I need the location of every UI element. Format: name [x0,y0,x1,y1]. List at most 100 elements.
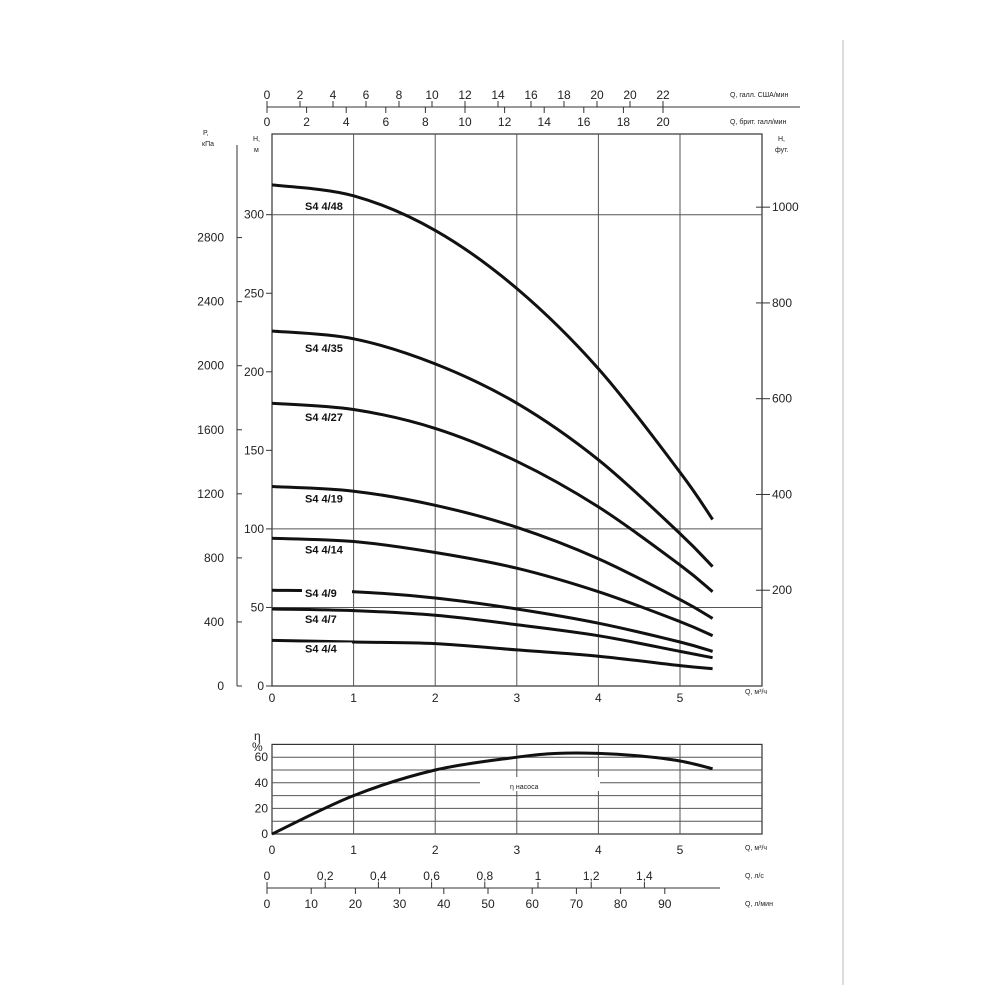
x-tick-label: 4 [595,691,602,705]
ls-tick-label: 0,2 [317,869,334,883]
us-gpm-tick-label: 22 [656,88,670,102]
ls-tick-label: 0,6 [423,869,440,883]
lmin-tick-label: 80 [614,897,628,911]
pressure-axis-label: P, [203,130,209,137]
uk-gpm-tick-label: 12 [498,115,512,129]
pressure-tick-label: 800 [204,551,224,565]
ls-tick-label: 1,2 [583,869,600,883]
x-tick-label: 0 [269,691,276,705]
efficiency-curve [271,751,713,836]
us-gpm-tick-label: 16 [524,88,538,102]
ls-tick-label: 1,4 [636,869,653,883]
pressure-tick-label: 2800 [197,231,224,245]
efficiency-axis-unit: % [252,740,263,754]
y-tick-label: 300 [244,208,264,222]
curve-label-bg [302,587,352,601]
efficiency-tick-label: 40 [255,776,269,790]
efficiency-tick-label: 60 [255,750,269,764]
lmin-tick-label: 70 [570,897,584,911]
lmin-tick-label: 20 [349,897,363,911]
uk-gpm-tick-label: 0 [264,115,271,129]
lmin-tick-label: 10 [305,897,319,911]
us-gpm-tick-label: 10 [425,88,439,102]
x-tick-label: 1 [350,691,357,705]
head-curve [271,183,714,521]
uk-gpm-tick-label: 2 [303,115,310,129]
curve-label: S4 4/4 [305,643,338,655]
curve-label: S4 4/14 [305,544,344,556]
feet-axis-label: H, [778,136,785,143]
head-curve [271,588,714,653]
uk-gpm-tick-label: 18 [617,115,631,129]
feet-axis-unit: фут. [775,147,789,154]
y-tick-label: 0 [257,679,264,693]
curve-label: S4 4/19 [305,493,343,505]
curve-label-bg [302,613,352,627]
lmin-tick-label: 0 [264,897,271,911]
x-tick-label: 1 [350,843,357,857]
us-gpm-tick-label: 0 [264,88,271,102]
ls-axis-label: Q, л/с [745,873,764,880]
efficiency-label-bg [480,777,600,791]
pressure-tick-label: 2400 [197,295,224,309]
pressure-tick-label: 1600 [197,423,224,437]
lmin-tick-label: 50 [481,897,495,911]
us-gpm-tick-label: 20 [590,88,604,102]
curve-label-bg [302,642,352,656]
curve-label: S4 4/7 [305,614,337,626]
efficiency-tick-label: 20 [255,801,269,815]
x-tick-label: 3 [513,691,520,705]
y-tick-label: 100 [244,522,264,536]
efficiency-tick-label: 0 [261,827,268,841]
feet-tick-label: 600 [772,392,792,406]
x-tick-label: 0 [269,843,276,857]
lmin-tick-label: 90 [658,897,672,911]
feet-tick-label: 800 [772,296,792,310]
us-gpm-tick-label: 4 [330,88,337,102]
pressure-tick-label: 1200 [197,487,224,501]
lmin-tick-label: 40 [437,897,451,911]
uk-gpm-tick-label: 8 [422,115,429,129]
us-gpm-tick-label: 14 [491,88,505,102]
uk-gpm-tick-label: 16 [577,115,591,129]
us-gpm-tick-label: 6 [363,88,370,102]
curve-label-bg [302,341,352,355]
us-gpm-tick-label: 12 [458,88,472,102]
pressure-tick-label: 0 [217,679,224,693]
curve-label-bg [302,543,352,557]
curve-label: S4 4/48 [305,201,343,213]
curve-label-bg [302,492,352,506]
x-tick-label: 2 [432,691,439,705]
us-gpm-tick-label: 18 [557,88,571,102]
curve-label-eta: η насоса [510,784,539,791]
pressure-tick-label: 2000 [197,359,224,373]
us-gpm-axis-label: Q, галл. США/мин [730,92,788,99]
us-gpm-tick-label: 8 [396,88,403,102]
y-tick-label: 150 [244,443,264,457]
ls-tick-label: 0,4 [370,869,387,883]
uk-gpm-tick-label: 20 [656,115,670,129]
y-tick-label: 250 [244,286,264,300]
head-curve [271,329,714,568]
us-gpm-tick-label: 2 [297,88,304,102]
pressure-tick-label: 400 [204,615,224,629]
x-tick-label: 4 [595,843,602,857]
head-curve [271,536,714,638]
ls-tick-label: 0,8 [476,869,493,883]
curve-label: S4 4/27 [305,412,343,424]
efficiency-plot: 0 20 40 60 0 1 2 3 4 5 Q, м³/ч η% 0 0,2 0,4 0,6 0,8 1 1,2 1… [252,729,773,911]
lmin-tick-label: 30 [393,897,407,911]
x-tick-label: 3 [513,843,520,857]
ls-tick-label: 1 [535,869,542,883]
x-tick-label: 5 [677,843,684,857]
y-tick-label: 200 [244,365,264,379]
y-axis-label: H, [253,136,260,143]
lmin-axis-label: Q, л/мин [745,901,773,908]
lmin-tick-label: 60 [526,897,540,911]
curve-label: S4 4/9 [305,588,337,600]
y-tick-label: 50 [251,600,265,614]
curve-label: S4 4/35 [305,343,343,355]
head-curve [271,638,713,671]
